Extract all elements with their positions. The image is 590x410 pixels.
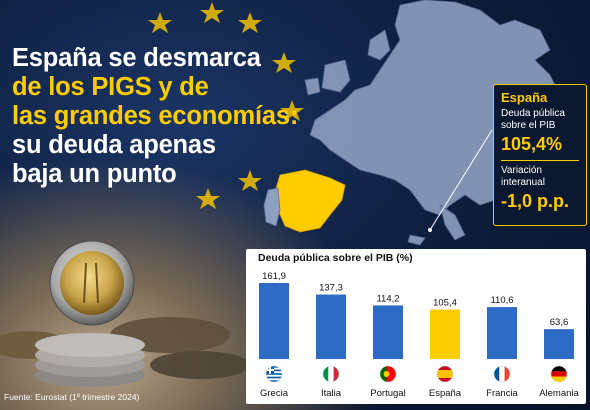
source-note: Fuente: Eurostat (1º trimestre 2024)	[4, 392, 140, 402]
bar-alemania	[544, 329, 574, 359]
bar-francia	[487, 307, 517, 359]
info-box-change-label: Variación interanual	[501, 165, 545, 188]
chart-title: Deuda pública sobre el PIB (%)	[258, 252, 413, 264]
bar-grecia	[259, 283, 289, 359]
star-icon	[238, 170, 262, 191]
portugal-flag-icon	[379, 365, 397, 383]
value-label-francia: 110,6	[490, 295, 513, 306]
headline-line-4: su deuda apenas	[12, 131, 216, 159]
coins-decoration	[0, 240, 250, 387]
star-icon	[272, 52, 296, 73]
category-label-alemania: Alemania	[539, 388, 579, 399]
info-box-country: España	[501, 90, 548, 105]
headline: España se desmarca de los PIGS y de las …	[12, 44, 312, 189]
info-box-divider	[501, 160, 579, 161]
value-label-españa: 105,4	[433, 298, 457, 309]
star-icon	[280, 100, 304, 121]
star-icon	[238, 12, 262, 33]
headline-line-3: las grandes economías:	[12, 102, 299, 130]
bar-chart: 161,9 Grecia 137,3 Italia 114,2 Portugal 105,4…	[259, 271, 580, 399]
portugal-map-shape	[263, 187, 281, 227]
headline-line-5: baja un punto	[12, 160, 177, 188]
bar-españa	[430, 309, 460, 359]
info-box-debt-value: 105,4%	[501, 134, 563, 154]
star-icon	[196, 188, 220, 209]
value-label-portugal: 114,2	[376, 293, 399, 304]
headline-line-1: España se desmarca	[12, 44, 261, 72]
eu-stars-decoration	[148, 2, 304, 209]
italy-flag-icon	[322, 365, 340, 383]
category-label-francia: Francia	[486, 388, 518, 399]
info-box-debt-label: Deuda pública sobre el PIB	[501, 108, 565, 131]
bar-italia	[316, 294, 346, 359]
spain-info-box: España Deuda pública sobre el PIB 105,4%…	[493, 84, 587, 226]
chart-panel	[246, 249, 586, 404]
info-box-change-value: -1,0 p.p.	[501, 191, 570, 211]
value-label-italia: 137,3	[319, 283, 343, 294]
greece-flag-icon	[265, 365, 283, 383]
headline-line-2: de los PIGS y de	[12, 73, 209, 101]
category-label-portugal: Portugal	[370, 388, 405, 399]
bar-portugal	[373, 305, 403, 359]
france-flag-icon	[493, 365, 511, 383]
star-icon	[148, 12, 172, 33]
value-label-alemania: 63,6	[550, 317, 569, 328]
value-label-grecia: 161,9	[262, 271, 286, 282]
category-label-italia: Italia	[321, 388, 342, 399]
spain-flag-icon	[436, 365, 454, 383]
category-label-grecia: Grecia	[260, 388, 289, 399]
star-icon	[200, 2, 224, 23]
category-label-españa: España	[429, 388, 462, 399]
germany-flag-icon	[550, 365, 568, 383]
